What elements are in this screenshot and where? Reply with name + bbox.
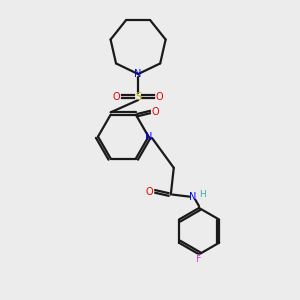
Text: F: F (196, 254, 202, 264)
Text: N: N (145, 132, 152, 142)
Text: N: N (189, 192, 197, 202)
Text: O: O (146, 187, 153, 196)
Text: O: O (113, 92, 121, 101)
Text: N: N (134, 69, 142, 79)
Text: O: O (156, 92, 163, 101)
Text: O: O (152, 107, 159, 117)
Text: H: H (199, 190, 206, 199)
Text: S: S (135, 92, 141, 101)
